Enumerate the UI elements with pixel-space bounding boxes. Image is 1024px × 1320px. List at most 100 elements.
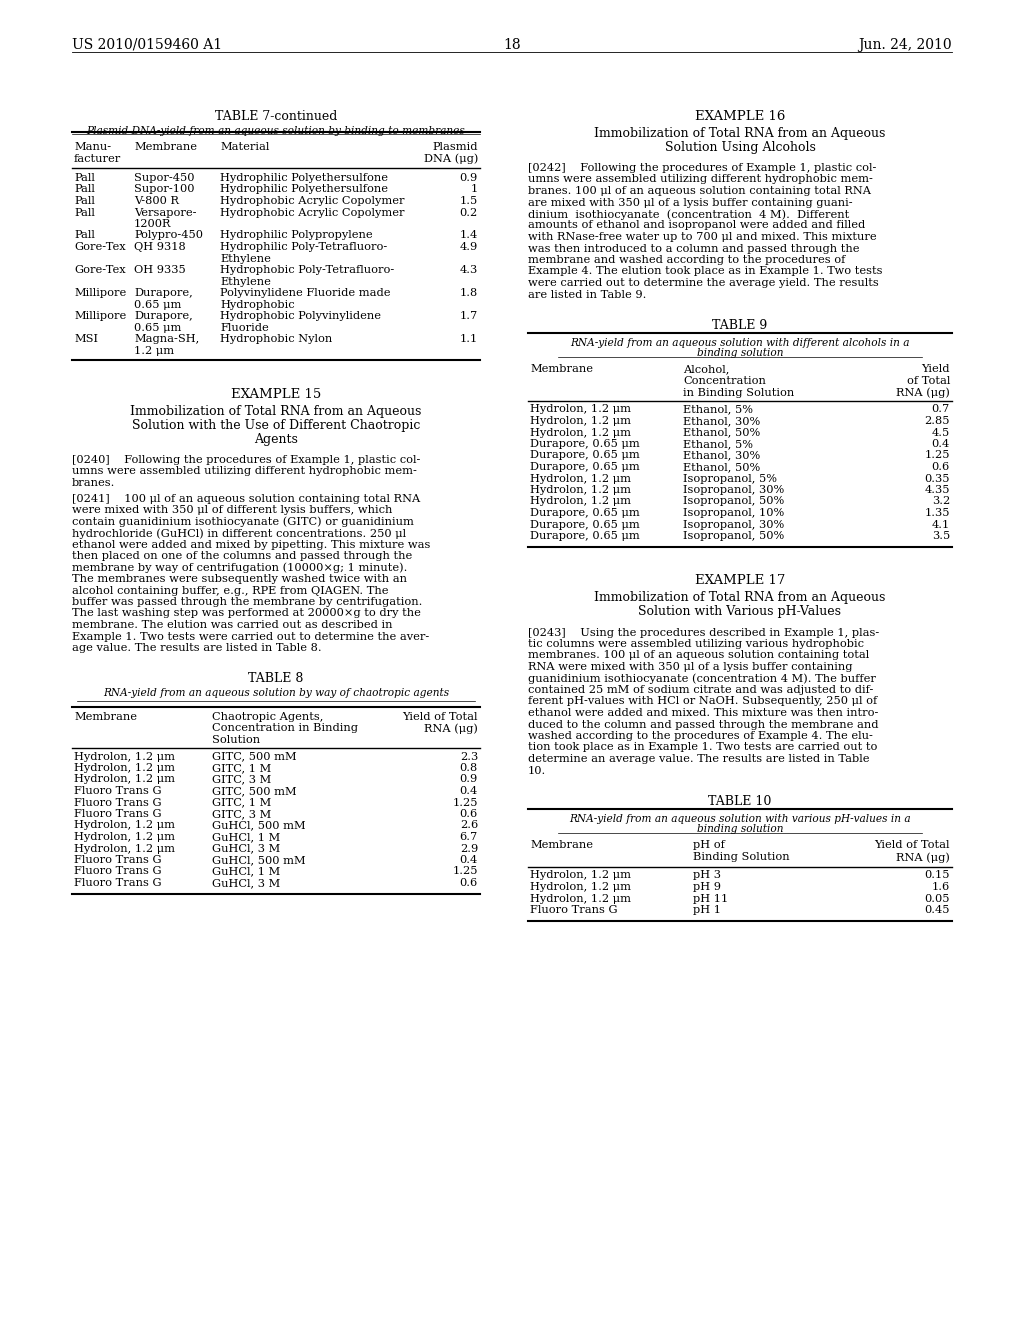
Text: membrane by way of centrifugation (10000×g; 1 minute).: membrane by way of centrifugation (10000… (72, 562, 408, 573)
Text: 1.4: 1.4 (460, 231, 478, 240)
Text: with RNase-free water up to 700 μl and mixed. This mixture: with RNase-free water up to 700 μl and m… (528, 232, 877, 242)
Text: 0.6: 0.6 (932, 462, 950, 473)
Text: Example 4. The elution took place as in Example 1. Two tests: Example 4. The elution took place as in … (528, 267, 883, 276)
Text: GuHCl, 500 mM: GuHCl, 500 mM (212, 821, 305, 830)
Text: 0.8: 0.8 (460, 763, 478, 774)
Text: Agents: Agents (254, 433, 298, 446)
Text: pH 9: pH 9 (693, 882, 721, 892)
Text: Pall: Pall (74, 185, 95, 194)
Text: Pall: Pall (74, 195, 95, 206)
Text: Durapore, 0.65 μm: Durapore, 0.65 μm (530, 520, 640, 529)
Text: Hydrolon, 1.2 μm: Hydrolon, 1.2 μm (530, 870, 631, 880)
Text: Hydrolon, 1.2 μm: Hydrolon, 1.2 μm (530, 404, 631, 414)
Text: ethanol were added and mixed by pipetting. This mixture was: ethanol were added and mixed by pipettin… (72, 540, 430, 549)
Text: 0.4: 0.4 (460, 855, 478, 865)
Text: Jun. 24, 2010: Jun. 24, 2010 (858, 38, 952, 51)
Text: tic columns were assembled utilizing various hydrophobic: tic columns were assembled utilizing var… (528, 639, 864, 649)
Text: Isopropanol, 30%: Isopropanol, 30% (683, 520, 784, 529)
Text: Manu-
facturer: Manu- facturer (74, 143, 121, 164)
Text: GITC, 1 M: GITC, 1 M (212, 763, 271, 774)
Text: tion took place as in Example 1. Two tests are carried out to: tion took place as in Example 1. Two tes… (528, 742, 878, 752)
Text: Hydrophilic Polyethersulfone: Hydrophilic Polyethersulfone (220, 173, 388, 183)
Text: V-800 R: V-800 R (134, 195, 179, 206)
Text: Millipore: Millipore (74, 288, 126, 298)
Text: [0241]    100 μl of an aqueous solution containing total RNA: [0241] 100 μl of an aqueous solution con… (72, 494, 420, 503)
Text: 1.6: 1.6 (932, 882, 950, 892)
Text: Fluoro Trans G: Fluoro Trans G (74, 855, 162, 865)
Text: TABLE 9: TABLE 9 (713, 319, 768, 333)
Text: Yield
of Total
RNA (μg): Yield of Total RNA (μg) (896, 364, 950, 399)
Text: Plasmid DNA-yield from an aqueous solution by binding to membranes: Plasmid DNA-yield from an aqueous soluti… (87, 125, 465, 136)
Text: 18: 18 (503, 38, 521, 51)
Text: Ethanol, 30%: Ethanol, 30% (683, 416, 760, 426)
Text: [0240]    Following the procedures of Example 1, plastic col-: [0240] Following the procedures of Examp… (72, 455, 421, 465)
Text: Durapore,
0.65 μm: Durapore, 0.65 μm (134, 288, 193, 310)
Text: buffer was passed through the membrane by centrifugation.: buffer was passed through the membrane b… (72, 597, 422, 607)
Text: 0.35: 0.35 (925, 474, 950, 483)
Text: 1.25: 1.25 (453, 866, 478, 876)
Text: Hydrolon, 1.2 μm: Hydrolon, 1.2 μm (74, 775, 175, 784)
Text: pH 3: pH 3 (693, 870, 721, 880)
Text: Hydrolon, 1.2 μm: Hydrolon, 1.2 μm (530, 882, 631, 892)
Text: GuHCl, 3 M: GuHCl, 3 M (212, 878, 281, 888)
Text: 2.6: 2.6 (460, 821, 478, 830)
Text: Hydrophobic Poly-Tetrafluoro-
Ethylene: Hydrophobic Poly-Tetrafluoro- Ethylene (220, 265, 394, 286)
Text: Solution with the Use of Different Chaotropic: Solution with the Use of Different Chaot… (132, 418, 420, 432)
Text: ferent pH-values with HCl or NaOH. Subsequently, 250 μl of: ferent pH-values with HCl or NaOH. Subse… (528, 697, 878, 706)
Text: Yield of Total
RNA (μg): Yield of Total RNA (μg) (402, 711, 478, 734)
Text: Fluoro Trans G: Fluoro Trans G (530, 906, 617, 915)
Text: 0.4: 0.4 (460, 785, 478, 796)
Text: TABLE 7-continued: TABLE 7-continued (215, 110, 337, 123)
Text: Hydrolon, 1.2 μm: Hydrolon, 1.2 μm (74, 832, 175, 842)
Text: 1: 1 (471, 185, 478, 194)
Text: Gore-Tex: Gore-Tex (74, 265, 126, 275)
Text: Fluoro Trans G: Fluoro Trans G (74, 797, 162, 808)
Text: contain guanidinium isothiocyanate (GITC) or guanidinium: contain guanidinium isothiocyanate (GITC… (72, 516, 414, 527)
Text: 3.2: 3.2 (932, 496, 950, 507)
Text: Hydrophilic Polypropylene: Hydrophilic Polypropylene (220, 231, 373, 240)
Text: Ethanol, 50%: Ethanol, 50% (683, 428, 760, 437)
Text: Durapore,
0.65 μm: Durapore, 0.65 μm (134, 312, 193, 333)
Text: The last washing step was performed at 20000×g to dry the: The last washing step was performed at 2… (72, 609, 421, 619)
Text: pH 1: pH 1 (693, 906, 721, 915)
Text: 1.7: 1.7 (460, 312, 478, 321)
Text: EXAMPLE 17: EXAMPLE 17 (695, 574, 785, 587)
Text: Alcohol,
Concentration
in Binding Solution: Alcohol, Concentration in Binding Soluti… (683, 364, 795, 397)
Text: Hydrolon, 1.2 μm: Hydrolon, 1.2 μm (530, 484, 631, 495)
Text: 6.7: 6.7 (460, 832, 478, 842)
Text: ethanol were added and mixed. This mixture was then intro-: ethanol were added and mixed. This mixtu… (528, 708, 879, 718)
Text: duced to the column and passed through the membrane and: duced to the column and passed through t… (528, 719, 879, 730)
Text: 0.2: 0.2 (460, 207, 478, 218)
Text: Example 1. Two tests were carried out to determine the aver-: Example 1. Two tests were carried out to… (72, 631, 429, 642)
Text: Hydrophilic Polyethersulfone: Hydrophilic Polyethersulfone (220, 185, 388, 194)
Text: branes. 100 μl of an aqueous solution containing total RNA: branes. 100 μl of an aqueous solution co… (528, 186, 871, 195)
Text: Supor-450: Supor-450 (134, 173, 195, 183)
Text: Isopropanol, 30%: Isopropanol, 30% (683, 484, 784, 495)
Text: US 2010/0159460 A1: US 2010/0159460 A1 (72, 38, 222, 51)
Text: Chaotropic Agents,
Concentration in Binding
Solution: Chaotropic Agents, Concentration in Bind… (212, 711, 358, 744)
Text: Versapore-
1200R: Versapore- 1200R (134, 207, 197, 230)
Text: Hydrolon, 1.2 μm: Hydrolon, 1.2 μm (530, 428, 631, 437)
Text: 1.25: 1.25 (925, 450, 950, 461)
Text: TABLE 10: TABLE 10 (709, 795, 772, 808)
Text: amounts of ethanol and isopropanol were added and filled: amounts of ethanol and isopropanol were … (528, 220, 865, 231)
Text: 4.1: 4.1 (932, 520, 950, 529)
Text: Polyvinylidene Fluoride made
Hydrophobic: Polyvinylidene Fluoride made Hydrophobic (220, 288, 390, 310)
Text: Hydrophilic Poly-Tetrafluoro-
Ethylene: Hydrophilic Poly-Tetrafluoro- Ethylene (220, 242, 387, 264)
Text: determine an average value. The results are listed in Table: determine an average value. The results … (528, 754, 869, 764)
Text: Solution with Various pH-Values: Solution with Various pH-Values (639, 606, 842, 619)
Text: Material: Material (220, 143, 269, 152)
Text: Immobilization of Total RNA from an Aqueous: Immobilization of Total RNA from an Aque… (130, 405, 422, 418)
Text: age value. The results are listed in Table 8.: age value. The results are listed in Tab… (72, 643, 322, 653)
Text: Pall: Pall (74, 231, 95, 240)
Text: Yield of Total
RNA (μg): Yield of Total RNA (μg) (874, 841, 950, 863)
Text: Hydrolon, 1.2 μm: Hydrolon, 1.2 μm (530, 474, 631, 483)
Text: GITC, 3 M: GITC, 3 M (212, 775, 271, 784)
Text: OH 9335: OH 9335 (134, 265, 185, 275)
Text: hydrochloride (GuHCl) in different concentrations. 250 μl: hydrochloride (GuHCl) in different conce… (72, 528, 407, 539)
Text: TABLE 8: TABLE 8 (248, 672, 304, 685)
Text: washed according to the procedures of Example 4. The elu-: washed according to the procedures of Ex… (528, 731, 872, 741)
Text: GuHCl, 1 M: GuHCl, 1 M (212, 832, 281, 842)
Text: 2.3: 2.3 (460, 751, 478, 762)
Text: Plasmid
DNA (μg): Plasmid DNA (μg) (424, 143, 478, 164)
